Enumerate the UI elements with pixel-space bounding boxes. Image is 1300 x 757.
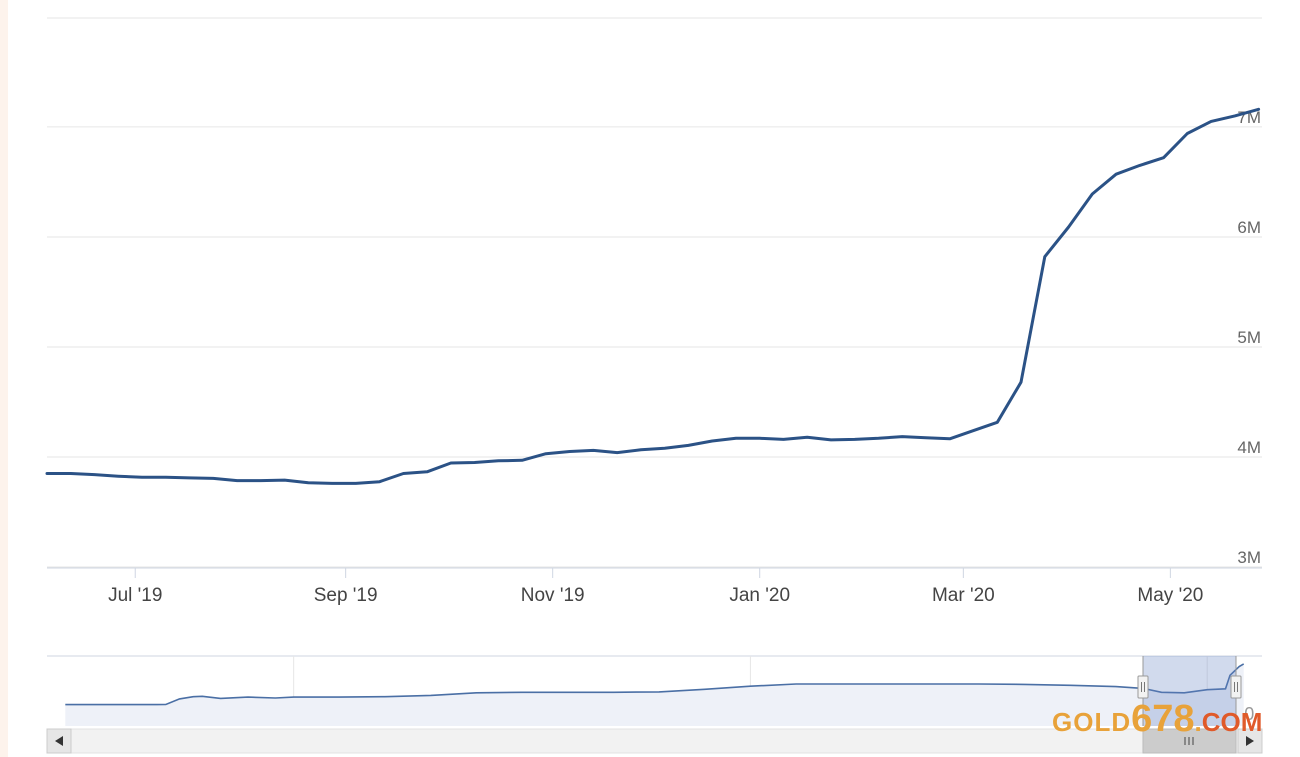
main-series	[45, 107, 1261, 485]
navigator-handle-body[interactable]	[1137, 675, 1149, 699]
x-tick-label: Jan '20	[729, 585, 790, 606]
navigator: 201020152020	[47, 655, 1262, 726]
navigator-handle[interactable]	[1230, 675, 1242, 699]
y-tick-label: 6M	[1237, 218, 1261, 237]
x-tick-label: Jul '19	[108, 585, 162, 606]
scroll-left-arrow-icon	[55, 736, 63, 746]
watermark-part-dot: .	[1194, 707, 1202, 737]
navigator-selection[interactable]	[1143, 656, 1236, 726]
x-tick-label: May '20	[1137, 585, 1203, 606]
navigator-area	[65, 663, 1244, 726]
x-tick-label: Nov '19	[521, 585, 585, 606]
y-tick-label: 4M	[1237, 438, 1261, 457]
scrollbar-track[interactable]	[46, 728, 1263, 754]
scrollbar[interactable]	[46, 728, 1263, 754]
x-tick-label: Sep '19	[314, 585, 378, 606]
main-grid	[47, 17, 1262, 568]
navigator-handle-body[interactable]	[1230, 675, 1242, 699]
navigator-handle[interactable]	[1137, 675, 1149, 699]
watermark-part-gold: GOLD	[1052, 707, 1132, 737]
x-tick-label: Mar '20	[932, 585, 995, 606]
watermark-part-number: 678	[1131, 698, 1195, 740]
watermark-logo: GOLD678.COM	[1052, 700, 1262, 738]
scroll-right-arrow-icon	[1246, 736, 1254, 746]
y-tick-label: 3M	[1237, 548, 1261, 567]
series-line	[45, 107, 1261, 485]
navigator-line	[65, 663, 1245, 706]
watermark-part-com: COM	[1201, 707, 1263, 737]
y-tick-label: 5M	[1237, 328, 1261, 347]
x-axis: Jul '19 Sep '19 Nov '19 Jan '20 Mar '20 May '…	[47, 567, 1262, 606]
chart-panel	[8, 0, 1300, 757]
